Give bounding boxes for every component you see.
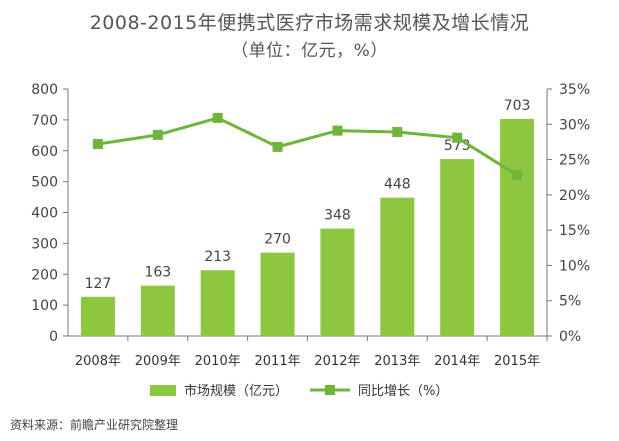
growth-point: [512, 170, 523, 181]
growth-point: [272, 141, 283, 152]
bar: [140, 285, 175, 336]
chart-title: 2008-2015年便携式医疗市场需求规模及增长情况: [89, 12, 530, 34]
left-tick-label: 0: [49, 329, 58, 345]
bar: [380, 197, 415, 336]
bar: [320, 228, 355, 336]
x-tick-label: 2014年: [434, 354, 480, 369]
right-tick-label: 5%: [559, 294, 581, 310]
legend-line-marker: [325, 385, 335, 395]
left-tick-label: 100: [31, 298, 58, 314]
x-tick-label: 2009年: [135, 354, 181, 369]
bar-value-label: 703: [504, 98, 531, 114]
left-tick-label: 800: [31, 82, 58, 98]
left-tick-label: 600: [31, 144, 58, 160]
right-tick-label: 35%: [559, 82, 590, 98]
bar-value-label: 127: [85, 276, 112, 292]
left-tick-label: 500: [31, 175, 58, 191]
bar-value-label: 163: [144, 265, 171, 281]
bar: [200, 270, 235, 336]
bar: [80, 296, 115, 336]
bar-value-label: 213: [204, 249, 231, 265]
bar-value-label: 348: [324, 208, 351, 224]
growth-point: [212, 112, 223, 123]
right-tick-label: 20%: [559, 188, 590, 204]
right-tick-label: 15%: [559, 223, 590, 239]
left-tick-label: 300: [31, 236, 58, 252]
right-tick-label: 0%: [559, 329, 581, 345]
legend-line-label: 同比增长（%）: [358, 384, 448, 399]
legend-bar-label: 市场规模（亿元）: [184, 383, 288, 399]
left-tick-label: 400: [31, 206, 58, 222]
growth-point: [332, 125, 343, 136]
growth-point: [392, 127, 403, 138]
bar: [440, 159, 475, 336]
x-tick-label: 2011年: [255, 354, 301, 369]
x-tick-label: 2010年: [195, 354, 241, 369]
growth-point: [152, 129, 163, 140]
left-tick-label: 700: [31, 113, 58, 129]
growth-line: [97, 116, 518, 177]
growth-point: [452, 132, 463, 143]
bar-value-label: 270: [264, 232, 291, 248]
left-tick-label: 200: [31, 267, 58, 283]
x-tick-label: 2012年: [314, 354, 360, 369]
growth-point: [92, 139, 103, 150]
chart-subtitle: （单位：亿元，%）: [231, 41, 388, 61]
source-note: 资料来源：前瞻产业研究院整理: [10, 418, 179, 432]
right-tick-label: 25%: [559, 153, 590, 169]
legend-bar-swatch: [150, 385, 176, 396]
right-tick-label: 10%: [559, 258, 590, 274]
x-tick-label: 2015年: [494, 354, 540, 369]
bar: [260, 252, 295, 336]
right-tick-label: 30%: [559, 117, 590, 133]
x-tick-label: 2008年: [75, 354, 121, 369]
bar-value-label: 448: [384, 177, 411, 193]
bar: [500, 118, 535, 336]
x-tick-label: 2013年: [374, 354, 420, 369]
